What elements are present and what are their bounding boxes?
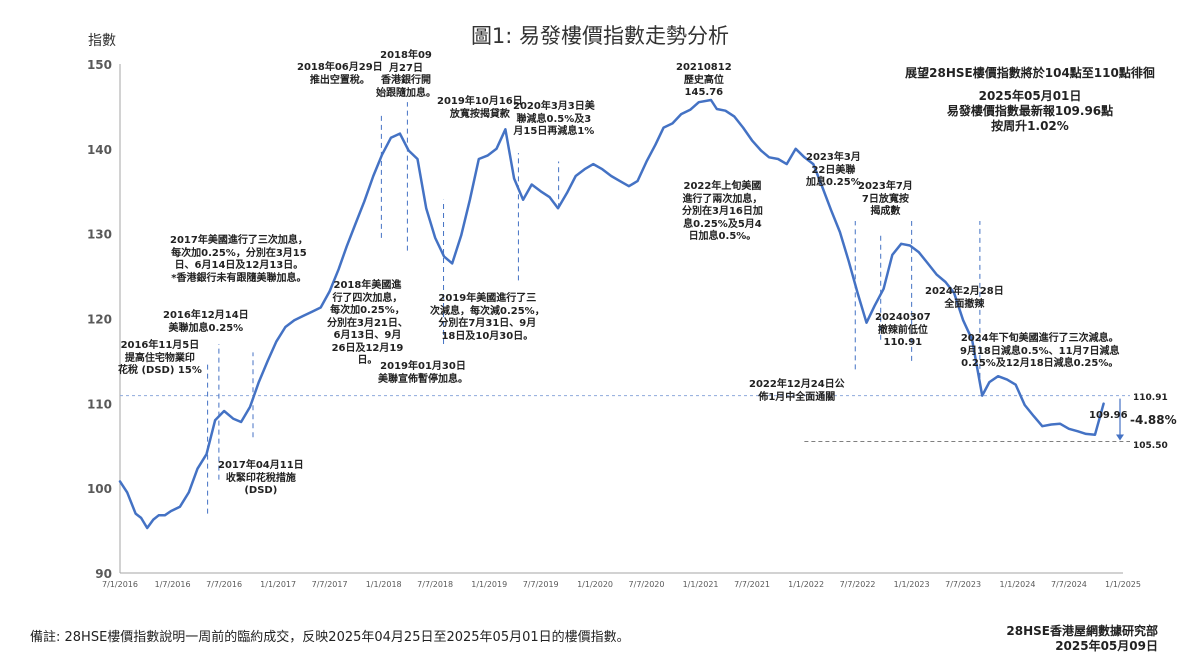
outlook-line-3: 易發樓價指數最新報109.96點	[946, 104, 1114, 118]
annotation-us-hikes-2022: 2022年上旬美國 進行了兩次加息， 分別在3月16日加 息0.25%及5月4 日加息0…	[682, 181, 763, 242]
annotation-us-cuts-2019: 2019年美國進行了三 次減息，每次減0.25%， 分別在7月31日、9月 18日及1…	[430, 293, 545, 342]
credit-line-2: 2025年05月09日	[1055, 639, 1158, 653]
x-tick-label: 1/7/2016	[155, 580, 191, 589]
outlook-line-2: 2025年05月01日	[978, 89, 1082, 103]
y-tick-label: 100	[87, 482, 112, 496]
outlook-line-4: 按周升1.02%	[991, 119, 1069, 133]
y-tick-label: 120	[87, 313, 112, 327]
x-tick-label: 7/7/2019	[523, 580, 559, 589]
footnote: 備註: 28HSE樓價指數說明一周前的臨約成交，反映2025年04月25日至20…	[30, 630, 630, 645]
latest-value-label: 109.96	[1089, 410, 1128, 421]
annotation-us-hikes-2018: 2018年美國進 行了四次加息， 每次加0.25%， 分別在3月21日、 6月13日、9…	[327, 280, 408, 366]
annotation-cooling-removed-2024: 2024年2月28日 全面撤辣	[925, 286, 1004, 310]
x-tick-label: 1/1/2017	[260, 580, 296, 589]
annotation-pause-hikes-2019: 2019年01月30日 美聯宣佈暫停加息。	[378, 361, 468, 385]
y-tick-label: 140	[87, 143, 112, 157]
credit-line-1: 28HSE香港屋網數據研究部	[1006, 624, 1158, 638]
x-tick-label: 7/7/2020	[629, 580, 665, 589]
index-series-line	[118, 98, 1105, 530]
annotation-rate-hike-2023: 2023年3月 22日美聯 加息0.25%	[806, 152, 861, 188]
ref-low-label: 105.50	[1133, 441, 1168, 451]
y-tick-label: 130	[87, 228, 112, 242]
annotation-pre-removal-low-2024: 20240307 撤辣前低位 110.91	[875, 312, 931, 348]
change-percent-label: -4.88%	[1130, 413, 1177, 427]
ref-high-label: 110.91	[1133, 393, 1168, 403]
x-tick-label: 1/1/2025	[1105, 580, 1141, 589]
annotation-dsd-2016: 2016年11月5日 提高住宅物業印 花稅 (DSD) 15%	[118, 340, 202, 376]
outlook-box: 展望28HSE樓價指數將於104點至110點徘徊 2025年05月01日 易發樓…	[862, 66, 1198, 134]
y-tick-label: 90	[95, 567, 112, 581]
y-axis-label: 指數	[88, 33, 116, 49]
annotation-border-reopen-2022: 2022年12月24日公 佈1月中全面通關	[749, 379, 845, 403]
y-tick-label: 150	[87, 58, 112, 72]
annotation-rate-cut-2020: 2020年3月3日美 聯減息0.5%及3 月15日再減息1%	[513, 101, 595, 137]
chart-title: 圖1: 易發樓價指數走勢分析	[470, 24, 730, 48]
annotation-mortgage-relax-2019: 2019年10月16日 放寬按揭貸款	[437, 96, 523, 120]
annotation-mortgage-relax-2023: 2023年7月 7日放寬按 揭成數	[858, 181, 913, 217]
x-tick-label: 7/7/2016	[206, 580, 242, 589]
x-tick-label: 7/7/2018	[417, 580, 453, 589]
annotation-us-hikes-2017: 2017年美國進行了三次加息， 每次加0.25%，分別在3月15 日、6月14日及1…	[170, 235, 308, 284]
outlook-line-1: 展望28HSE樓價指數將於104點至110點徘徊	[905, 66, 1155, 80]
x-tick-label: 7/7/2017	[312, 580, 348, 589]
annotation-dsd-tighten-2017: 2017年04月11日 收緊印花稅措施 (DSD)	[218, 460, 304, 496]
change-arrow-head	[1116, 434, 1124, 441]
credit-block: 28HSE香港屋網數據研究部 2025年05月09日	[1006, 624, 1158, 654]
x-tick-label: 1/1/2019	[471, 580, 507, 589]
x-tick-label: 7/7/2024	[1051, 580, 1087, 589]
x-tick-label: 7/7/2022	[840, 580, 876, 589]
x-tick-label: 7/7/2023	[945, 580, 981, 589]
x-tick-label: 1/1/2021	[683, 580, 719, 589]
annotation-record-high-2021: 20210812 歷史高位 145.76	[676, 62, 732, 98]
x-tick-label: 7/7/2021	[734, 580, 770, 589]
y-tick-label: 110	[87, 397, 112, 411]
x-tick-label: 1/1/2020	[577, 580, 613, 589]
annotation-us-cuts-2024: 2024年下旬美國進行了三次減息。 9月18日減息0.5%、11月7日減息 0.25…	[960, 333, 1120, 369]
x-tick-label: 1/1/2023	[894, 580, 930, 589]
annotation-vacancy-tax-2018: 2018年06月29日 推出空置稅。	[297, 62, 383, 86]
annotation-hk-banks-hike-2018: 2018年09 月27日 香港銀行開 始跟隨加息。	[376, 50, 436, 99]
x-tick-label: 7/1/2016	[102, 580, 138, 589]
x-tick-label: 1/1/2022	[788, 580, 824, 589]
x-tick-label: 1/1/2018	[366, 580, 402, 589]
x-tick-label: 1/1/2024	[999, 580, 1035, 589]
annotation-rate-hike-2016: 2016年12月14日 美聯加息0.25%	[163, 310, 249, 334]
